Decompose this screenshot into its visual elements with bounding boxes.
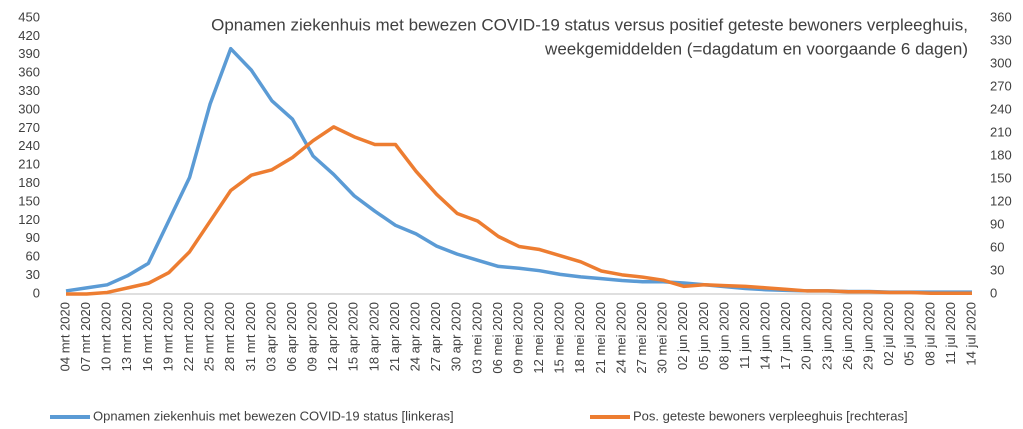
y2-tick-label: 180 [990, 147, 1012, 162]
x-tick-label: 04 mrt 2020 [57, 302, 72, 371]
y-tick-label: 360 [18, 65, 40, 80]
y2-tick-label: 30 [990, 262, 1004, 277]
x-tick-label: 10 mrt 2020 [99, 302, 114, 371]
x-tick-label: 30 mei 2020 [655, 302, 670, 374]
x-tick-label: 27 mei 2020 [634, 302, 649, 374]
y-tick-label: 330 [18, 83, 40, 98]
x-tick-label: 15 mei 2020 [552, 302, 567, 374]
y-tick-label: 180 [18, 175, 40, 190]
x-tick-label: 11 jun 2020 [737, 302, 752, 369]
x-tick-label: 09 mei 2020 [510, 302, 525, 374]
x-tick-label: 20 jun 2020 [799, 302, 814, 370]
y2-tick-label: 60 [990, 239, 1004, 254]
y2-tick-label: 330 [990, 32, 1012, 47]
y-tick-label: 90 [26, 230, 40, 245]
x-tick-label: 03 mei 2020 [469, 302, 484, 374]
x-tick-label: 12 mei 2020 [531, 302, 546, 374]
y2-tick-label: 360 [990, 9, 1012, 24]
x-tick-label: 28 mrt 2020 [222, 302, 237, 371]
x-tick-label: 06 mei 2020 [490, 302, 505, 374]
x-tick-label: 21 apr 2020 [387, 302, 402, 371]
x-tick-label: 22 mrt 2020 [181, 302, 196, 371]
x-tick-label: 25 mrt 2020 [202, 302, 217, 371]
x-tick-label: 02 jul 2020 [881, 302, 896, 366]
x-tick-label: 16 mrt 2020 [140, 302, 155, 371]
series-line [65, 46, 972, 294]
x-tick-label: 30 apr 2020 [449, 302, 464, 371]
y-tick-label: 60 [26, 249, 40, 264]
y2-tick-label: 150 [990, 170, 1012, 185]
y-tick-label: 0 [33, 285, 40, 300]
y-tick-label: 120 [18, 212, 40, 227]
x-tick-label: 09 apr 2020 [305, 302, 320, 371]
x-tick-label: 11 jul 2020 [943, 302, 958, 365]
x-tick-label: 06 apr 2020 [284, 302, 299, 371]
x-tick-label: 03 apr 2020 [263, 302, 278, 371]
y-tick-label: 450 [18, 9, 40, 24]
x-tick-label: 24 mei 2020 [613, 302, 628, 374]
legend-label: Opnamen ziekenhuis met bewezen COVID-19 … [93, 408, 454, 423]
x-tick-label: 05 jun 2020 [696, 302, 711, 370]
legend-label: Pos. geteste bewoners verpleeghuis [rech… [633, 408, 908, 423]
x-tick-label: 23 jun 2020 [819, 302, 834, 370]
y-tick-label: 150 [18, 193, 40, 208]
y-tick-label: 420 [18, 28, 40, 43]
x-tick-label: 31 mrt 2020 [243, 302, 258, 371]
x-tick-label: 18 apr 2020 [366, 302, 381, 371]
y-tick-label: 210 [18, 157, 40, 172]
chart-title: weekgemiddelden (=dagdatum en voorgaande… [544, 39, 968, 58]
y-tick-label: 270 [18, 120, 40, 135]
x-tick-label: 08 jul 2020 [922, 302, 937, 366]
y-tick-label: 390 [18, 46, 40, 61]
x-tick-label: 18 mei 2020 [572, 302, 587, 374]
y2-tick-label: 240 [990, 101, 1012, 116]
y2-tick-label: 120 [990, 193, 1012, 208]
y-tick-label: 300 [18, 101, 40, 116]
chart-title: Opnamen ziekenhuis met bewezen COVID-19 … [211, 15, 968, 34]
x-tick-label: 12 apr 2020 [325, 302, 340, 371]
y-tick-label: 240 [18, 138, 40, 153]
x-tick-label: 27 apr 2020 [428, 302, 443, 371]
x-tick-label: 07 mrt 2020 [78, 302, 93, 371]
y2-tick-label: 210 [990, 124, 1012, 139]
x-tick-label: 14 jul 2020 [963, 302, 978, 366]
y2-tick-label: 90 [990, 216, 1004, 231]
x-tick-label: 26 jun 2020 [840, 302, 855, 370]
y2-tick-label: 300 [990, 55, 1012, 70]
series-line [66, 125, 972, 296]
x-tick-label: 05 jul 2020 [902, 302, 917, 366]
x-tick-label: 24 apr 2020 [407, 302, 422, 371]
x-tick-label: 08 jun 2020 [716, 302, 731, 370]
x-tick-label: 17 jun 2020 [778, 302, 793, 370]
x-tick-label: 15 apr 2020 [346, 302, 361, 371]
x-tick-label: 19 mrt 2020 [160, 302, 175, 371]
y-tick-label: 30 [26, 267, 40, 282]
x-tick-label: 14 jun 2020 [758, 302, 773, 370]
x-tick-label: 02 jun 2020 [675, 302, 690, 370]
y2-tick-label: 270 [990, 78, 1012, 93]
x-tick-label: 21 mei 2020 [593, 302, 608, 374]
x-tick-label: 13 mrt 2020 [119, 302, 134, 371]
y2-tick-label: 0 [990, 285, 997, 300]
x-tick-label: 29 jun 2020 [860, 302, 875, 370]
